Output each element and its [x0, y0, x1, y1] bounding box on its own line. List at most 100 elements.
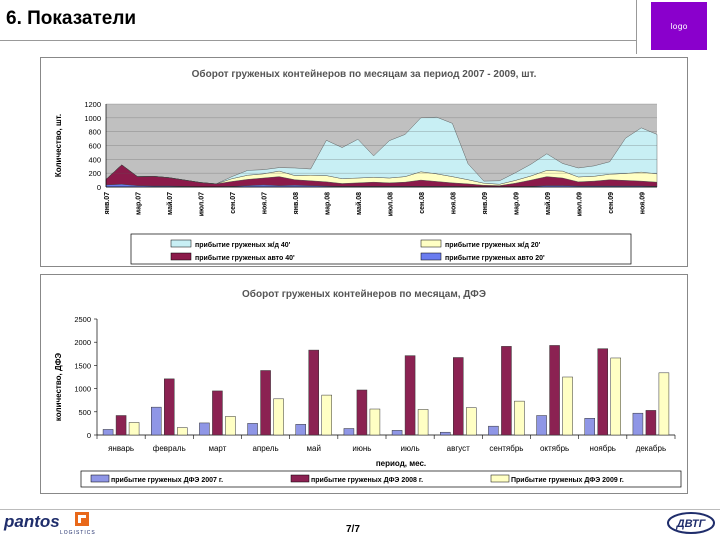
- x-tick-label: ноя.09: [639, 192, 646, 214]
- x-tick-label: мар.07: [135, 192, 142, 215]
- legend-label: прибытие груженых ДФЭ 2007 г.: [111, 476, 223, 484]
- bar: [488, 425, 499, 436]
- x-tick-label: сен.08: [419, 192, 426, 214]
- x-tick-label: июл.08: [387, 192, 394, 216]
- x-tick-label: июл.09: [576, 192, 583, 216]
- bar: [536, 415, 547, 436]
- chart-panel-bar: Оборот груженых контейнеров по месяцам, …: [40, 274, 688, 494]
- area-chart: Оборот груженых контейнеров по месяцам з…: [54, 68, 658, 265]
- bar: [645, 410, 657, 436]
- legend-label: Прибытие груженых ДФЭ 2009 г.: [511, 476, 624, 484]
- pantos-logo-sub: LOGISTICS: [60, 530, 96, 536]
- title-divider-vertical: [636, 0, 637, 54]
- legend-swatch: [490, 474, 510, 483]
- bar: [356, 389, 368, 436]
- chart-title: Оборот груженых контейнеров по месяцам з…: [192, 68, 537, 80]
- bar: [225, 416, 236, 436]
- x-tick-label: май: [307, 444, 321, 453]
- bar: [102, 429, 114, 436]
- x-tick-label: январь: [108, 444, 134, 453]
- x-tick-label: сен.09: [608, 192, 615, 214]
- x-tick-label: ноя.07: [261, 192, 268, 214]
- x-tick-label: сен.07: [230, 192, 237, 214]
- y-tick-label: 1000: [74, 385, 91, 394]
- slide-title: 6. Показатели: [6, 8, 137, 29]
- x-tick-label: октябрь: [540, 444, 569, 453]
- x-tick-label: май.08: [355, 192, 363, 215]
- y-tick-label: 2500: [74, 315, 91, 324]
- legend-swatch: [170, 239, 192, 248]
- area-series-3: [105, 116, 658, 185]
- bar: [514, 400, 525, 436]
- legend-label: прибытие груженых ДФЭ 2008 г.: [311, 476, 423, 484]
- dvtg-logo-text: ДВТГ: [676, 518, 707, 530]
- bar: [212, 390, 223, 436]
- y-tick-label: 2000: [74, 338, 91, 347]
- x-tick-label: янв.08: [293, 192, 300, 214]
- bar: [115, 415, 127, 436]
- legend-label: прибытие груженых авто 40': [195, 254, 295, 262]
- x-tick-label: янв.09: [482, 192, 489, 214]
- x-tick-label: май.09: [544, 192, 552, 215]
- legend-label: прибытие груженых ж/д 40': [195, 241, 291, 249]
- bar: [549, 345, 560, 436]
- bar: [597, 348, 608, 436]
- legend-label: прибытие груженых ж/д 20': [445, 241, 541, 249]
- x-tick-label: мар.09: [513, 192, 520, 215]
- x-tick-label: март: [208, 444, 226, 453]
- x-axis-label: период, мес.: [376, 459, 426, 468]
- legend-box: [80, 470, 682, 488]
- legend-swatch: [290, 474, 310, 483]
- bar: [308, 349, 319, 436]
- y-tick-label: 200: [88, 169, 101, 178]
- bar-chart: Оборот груженых контейнеров по месяцам, …: [54, 288, 682, 488]
- y-tick-label: 500: [78, 408, 91, 417]
- y-tick-label: 600: [88, 142, 101, 151]
- bar: [128, 422, 140, 436]
- bar: [199, 422, 210, 436]
- title-divider: [0, 40, 636, 41]
- chart-title: Оборот груженых контейнеров по месяцам, …: [242, 288, 486, 300]
- y-tick-label: 1000: [84, 114, 101, 123]
- legend-swatch: [420, 252, 442, 261]
- x-tick-label: июль: [401, 444, 420, 453]
- page-number: 7/7: [346, 524, 360, 535]
- bar: [658, 372, 670, 436]
- y-tick-label: 1500: [74, 361, 91, 370]
- bar: [151, 406, 162, 436]
- pantos-logo: pantos: [4, 512, 60, 531]
- bar: [404, 355, 416, 436]
- x-tick-label: декабрь: [636, 444, 666, 453]
- bar: [295, 424, 306, 436]
- y-axis-label: количество, ДФЭ: [54, 353, 63, 422]
- bar: [440, 431, 451, 436]
- pantos-mark-icon: [75, 512, 89, 526]
- bar: [273, 398, 284, 436]
- legend-swatch: [90, 474, 110, 483]
- x-tick-label: мар.08: [324, 192, 331, 215]
- chart-panel-area: Оборот груженых контейнеров по месяцам з…: [40, 57, 688, 267]
- bar: [164, 378, 175, 436]
- top-right-logo: logo: [651, 2, 707, 50]
- y-tick-label: 1200: [84, 100, 101, 109]
- x-tick-label: июл.07: [198, 192, 205, 216]
- y-tick-label: 400: [88, 155, 101, 164]
- bar: [391, 430, 403, 436]
- bar: [610, 357, 621, 436]
- legend-swatch: [420, 239, 442, 248]
- bar: [501, 346, 512, 436]
- legend-label: прибытие груженых авто 20': [445, 254, 545, 262]
- x-tick-label: апрель: [252, 444, 278, 453]
- bar: [562, 376, 573, 436]
- y-tick-label: 0: [97, 183, 101, 192]
- y-axis-label: Количество, шт.: [54, 114, 63, 177]
- bar: [369, 408, 381, 436]
- bar: [321, 394, 332, 436]
- x-tick-label: янв.07: [104, 192, 111, 214]
- bar: [177, 427, 188, 436]
- x-tick-label: ноябрь: [590, 444, 616, 453]
- y-tick-label: 0: [87, 431, 91, 440]
- x-tick-label: февраль: [153, 444, 186, 453]
- bar: [260, 370, 271, 436]
- x-tick-label: ноя.08: [450, 192, 457, 214]
